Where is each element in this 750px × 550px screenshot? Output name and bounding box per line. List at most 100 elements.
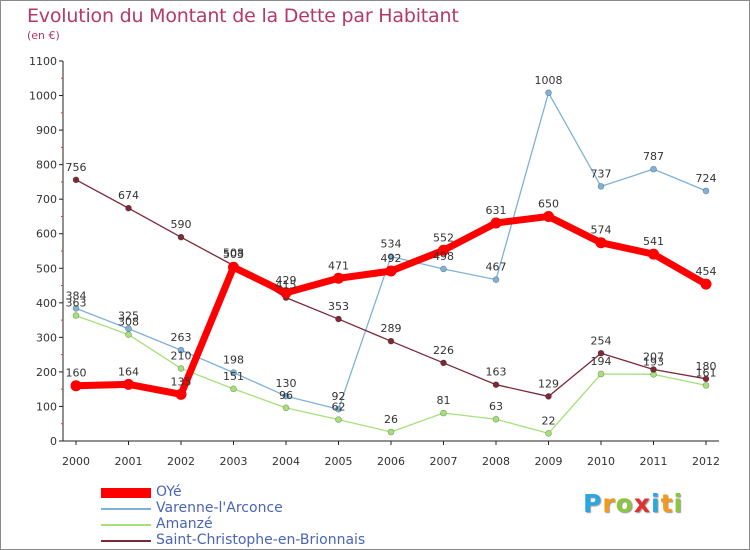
data-label: 308	[118, 316, 139, 329]
y-tick-label: 200	[36, 366, 57, 379]
data-point	[492, 276, 500, 283]
data-point	[282, 404, 290, 412]
data-point	[385, 265, 397, 277]
data-point	[702, 382, 710, 389]
legend-label: Saint-Christophe-en-Brionnais	[156, 532, 366, 548]
logo-letter: t	[660, 489, 674, 518]
data-label: 193	[643, 355, 664, 368]
y-tick-label: 100	[36, 400, 57, 413]
y-tick-label: 1000	[29, 90, 57, 103]
data-label: 498	[433, 250, 454, 263]
data-label: 129	[538, 377, 559, 390]
data-point	[282, 392, 290, 400]
data-label: 163	[486, 366, 507, 379]
data-point	[335, 405, 342, 413]
data-label: 161	[696, 366, 717, 379]
data-point	[230, 385, 237, 393]
logo-letter: r	[602, 489, 616, 518]
logo-letter: P	[583, 489, 603, 518]
logo-letter: x	[633, 489, 651, 518]
legend-swatch	[101, 508, 151, 510]
data-point	[125, 204, 132, 212]
x-tick-label: 2008	[482, 455, 510, 468]
data-label: 226	[433, 344, 454, 357]
chart-subtitle: (en €)	[27, 29, 60, 42]
data-label: 96	[279, 389, 293, 402]
data-label: 552	[433, 231, 454, 244]
data-label: 254	[591, 334, 612, 347]
data-label: 263	[171, 331, 192, 344]
x-tick-label: 2010	[587, 455, 615, 468]
data-point	[597, 183, 605, 190]
data-point	[177, 346, 185, 354]
x-tick-label: 2003	[220, 455, 248, 468]
x-tick-label: 2000	[62, 455, 90, 468]
data-label: 26	[384, 413, 398, 426]
data-point	[492, 381, 500, 388]
data-point	[650, 165, 657, 173]
y-tick-label: 900	[36, 124, 57, 137]
data-label: 674	[118, 189, 139, 202]
data-point	[440, 265, 447, 273]
data-point	[335, 416, 342, 423]
data-label: 503	[223, 248, 244, 261]
data-point	[123, 378, 134, 390]
data-label: 289	[381, 322, 402, 335]
logo-letter: i	[651, 489, 661, 518]
data-point	[387, 428, 395, 436]
data-label: 22	[542, 414, 556, 427]
data-label: 160	[66, 367, 87, 380]
data-point	[230, 369, 237, 376]
data-point	[543, 210, 554, 222]
data-point	[648, 248, 659, 260]
data-point	[335, 315, 342, 323]
data-label: 787	[643, 150, 664, 163]
data-point	[595, 237, 607, 249]
data-label: 574	[591, 224, 612, 237]
data-label: 180	[696, 360, 717, 373]
data-label: 63	[489, 400, 503, 413]
data-point	[280, 287, 292, 299]
data-label: 541	[643, 235, 664, 248]
data-point	[72, 312, 80, 319]
data-point	[440, 359, 447, 367]
data-point	[545, 89, 552, 97]
data-label: 471	[328, 259, 349, 272]
legend-swatch	[101, 524, 151, 526]
data-label: 135	[171, 375, 192, 388]
data-point	[72, 305, 80, 312]
data-point	[702, 187, 710, 195]
data-point	[72, 176, 80, 184]
y-tick-label: 500	[36, 262, 57, 275]
data-point	[650, 366, 657, 373]
data-point	[440, 409, 447, 417]
y-tick-label: 400	[36, 297, 57, 310]
x-tick-label: 2007	[430, 455, 458, 468]
y-tick-label: 1100	[29, 55, 57, 68]
data-point	[387, 253, 395, 260]
data-label: 508	[223, 247, 244, 260]
data-label: 325	[118, 310, 139, 323]
data-point	[228, 261, 239, 273]
data-point	[387, 337, 395, 345]
data-label: 130	[276, 377, 297, 390]
data-point	[492, 415, 500, 423]
logo-letter: o	[615, 489, 634, 518]
data-label: 81	[437, 394, 451, 407]
data-label: 650	[538, 197, 559, 210]
data-label: 92	[332, 390, 346, 403]
data-label: 62	[332, 401, 346, 414]
data-label: 1008	[535, 74, 563, 87]
data-label: 724	[696, 172, 717, 185]
data-point	[597, 370, 605, 378]
legend-label: Varenne-l'Arconce	[156, 500, 283, 516]
data-point	[333, 272, 344, 284]
data-label: 363	[66, 297, 87, 310]
data-label: 756	[66, 161, 87, 174]
data-point	[597, 349, 605, 357]
x-tick-label: 2002	[167, 455, 195, 468]
proxiti-logo: Proxiti	[583, 489, 683, 518]
data-label: 492	[381, 252, 402, 265]
